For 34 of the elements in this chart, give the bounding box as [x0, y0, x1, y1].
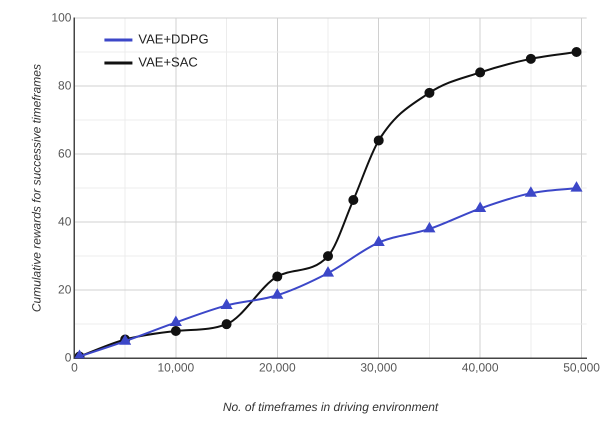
point [474, 202, 486, 212]
y-tick-label: 40 [58, 214, 72, 228]
point [170, 316, 182, 326]
y-tick-label: 100 [51, 10, 72, 24]
x-tick-label: 30,000 [360, 360, 398, 375]
y-tick-label: 80 [58, 78, 72, 92]
legend-label: VAE+SAC [138, 54, 198, 70]
point [272, 289, 283, 299]
y-axis-title: Cumulative rewards for successive timeframes [30, 64, 44, 312]
point [322, 267, 334, 277]
x-tick-label: 10,000 [158, 360, 195, 375]
y-tick-label: 60 [58, 146, 72, 160]
point [572, 47, 582, 58]
point [571, 182, 582, 192]
x-tick-label: 50,000 [563, 360, 600, 375]
point [526, 54, 536, 64]
point [348, 195, 358, 206]
point [475, 67, 486, 78]
y-tick-label: 0 [64, 350, 72, 365]
point [222, 319, 232, 330]
point [373, 236, 384, 246]
y-tick-label: 20 [58, 282, 72, 296]
point [272, 272, 282, 282]
point [170, 326, 181, 336]
x-tick-label: 20,000 [258, 360, 296, 375]
point [424, 88, 434, 98]
point [526, 187, 536, 197]
legend-label: VAE+DDPG [138, 32, 209, 47]
x-tick-label: 40,000 [462, 360, 499, 375]
x-axis-title: No. of timeframes in driving environment [222, 400, 439, 414]
point [374, 135, 384, 146]
point [424, 222, 435, 232]
point [221, 299, 232, 309]
point [323, 251, 333, 262]
